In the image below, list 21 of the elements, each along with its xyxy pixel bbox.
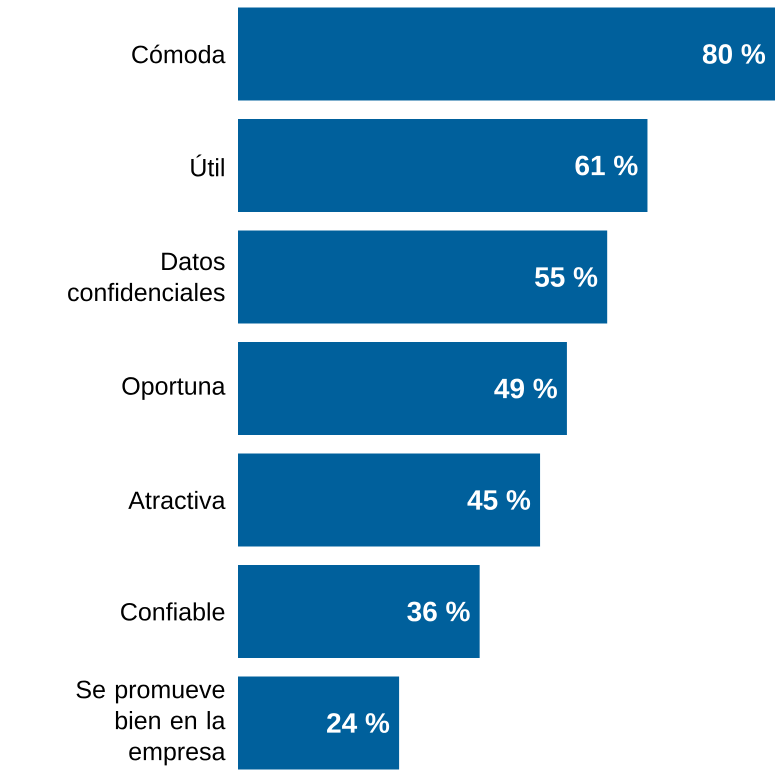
bar: [238, 564, 480, 658]
y-tick-label: Se promueve bien en la empresa: [76, 680, 226, 766]
bar: [238, 118, 648, 212]
y-tick-label: Oportuna: [122, 377, 226, 400]
data-label: 61 %: [575, 156, 638, 176]
y-tick-label: Útil: [191, 154, 224, 176]
bar: [238, 230, 608, 324]
y-tick-label: Atractiva: [128, 490, 226, 510]
bar: [238, 7, 776, 100]
data-label: 45 %: [467, 490, 530, 510]
y-tick-label: Cómoda: [132, 44, 226, 64]
bar: [238, 342, 567, 435]
bar: [238, 453, 540, 546]
data-label: 55 %: [535, 267, 598, 287]
y-tick-label: Datos confidenciales: [68, 252, 225, 302]
data-label: 36 %: [407, 602, 470, 622]
data-label: 24 %: [327, 713, 390, 733]
data-label: 80 %: [702, 44, 766, 64]
y-tick-label: Confiable: [121, 602, 224, 621]
data-label: 49 %: [494, 378, 557, 398]
bar: [238, 676, 400, 770]
